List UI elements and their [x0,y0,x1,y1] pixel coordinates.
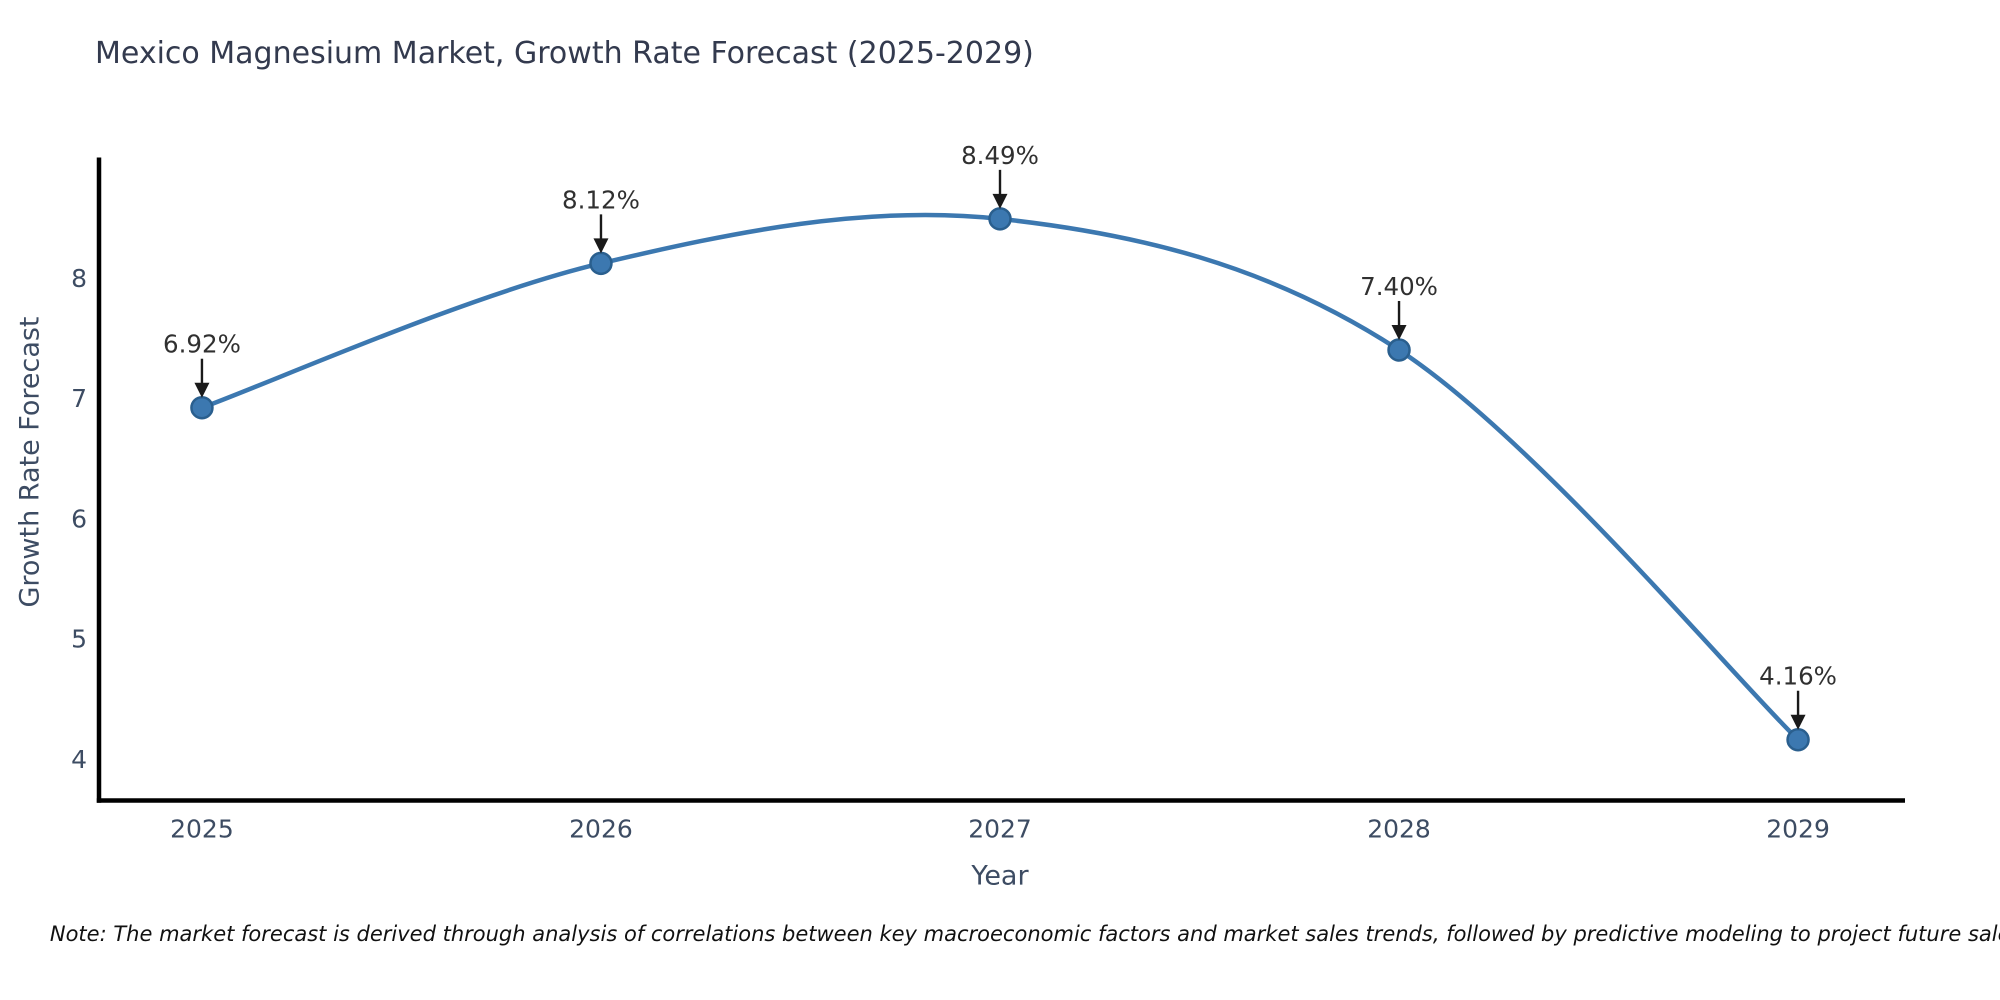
point-annotation: 8.12% [562,185,640,214]
chart-footnote: Note: The market forecast is derived thr… [49,922,2000,946]
x-tick-label: 2029 [1766,815,1830,844]
data-point-2025 [190,395,214,420]
x-tick-label: 2025 [170,815,234,844]
x-tick-label: 2028 [1367,815,1431,844]
point-annotation: 8.49% [961,141,1039,170]
trend-line [199,212,1801,742]
chart-title: Mexico Magnesium Market, Growth Rate For… [95,36,1034,71]
x-axis-title: Year [971,860,1029,892]
annotation-arrow-head [1790,714,1806,730]
annotation-arrow-head [593,238,609,254]
point-annotation: 4.16% [1759,662,1837,691]
y-tick-label: 7 [71,384,87,413]
point-annotation: 7.40% [1360,272,1438,301]
y-tick-label: 5 [71,625,87,654]
annotation-arrow-head [992,193,1008,209]
data-point-2027 [988,207,1012,231]
data-point-2028 [1387,338,1411,362]
annotation-arrow-head [1391,324,1407,340]
y-tick-label: 4 [71,745,87,774]
x-tick-label: 2027 [968,815,1032,844]
data-point-2026 [589,251,613,276]
annotation-arrow-head [194,382,210,398]
data-point-2029 [1786,727,1810,752]
y-tick-label: 8 [71,264,87,293]
y-tick-label: 6 [71,504,87,533]
point-annotation: 6.92% [163,330,241,359]
x-tick-label: 2026 [569,815,633,844]
